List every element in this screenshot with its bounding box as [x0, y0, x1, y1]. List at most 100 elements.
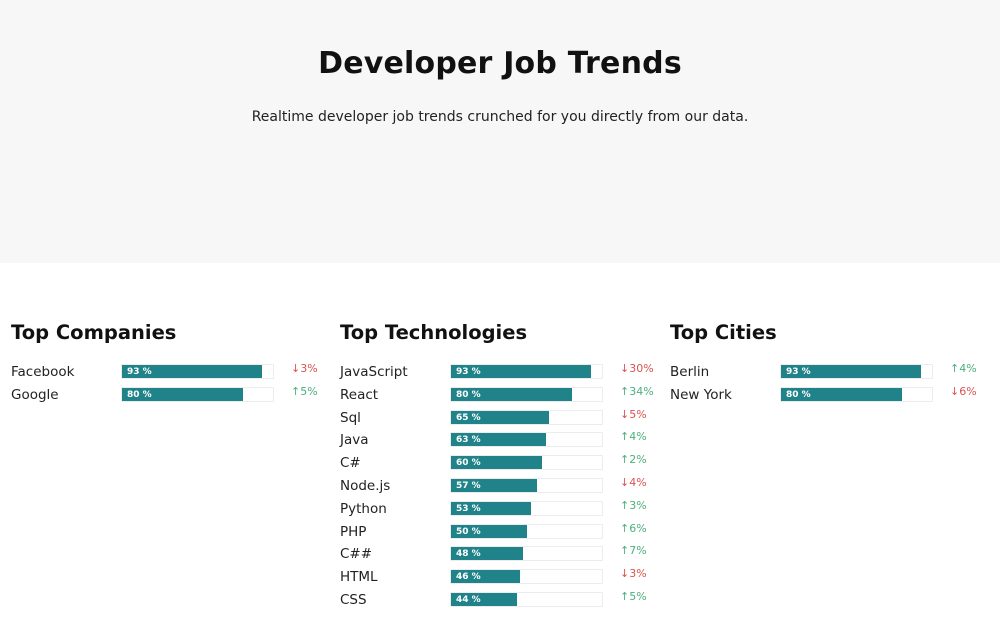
list-item: C## 48 % ↑7% [340, 544, 660, 567]
progress-label: 60 % [456, 458, 481, 469]
list-item: JavaScript 93 % ↓30% [340, 362, 660, 385]
change-value: 4% [629, 430, 647, 444]
progress-bar: 80 % [780, 386, 933, 402]
arrow-up-icon: ↑ [620, 498, 630, 512]
change-value: 7% [629, 544, 647, 558]
arrow-up-icon: ↑ [620, 589, 630, 603]
list-item: New York 80 % ↓6% [670, 385, 990, 408]
trend-change: ↑3% [620, 499, 647, 512]
section-title: Top Companies [11, 321, 177, 344]
arrow-down-icon: ↓ [620, 475, 630, 489]
progress-label: 80 % [127, 389, 152, 400]
arrow-down-icon: ↓ [620, 567, 630, 581]
technologies-list: JavaScript 93 % ↓30% React 80 % ↑34% Sql 65 % ↓5… [340, 362, 660, 613]
section-title: Top Technologies [340, 321, 528, 344]
change-value: 30% [629, 362, 654, 375]
progress-label: 63 % [456, 435, 481, 446]
change-value: 3% [300, 362, 318, 375]
list-item: Facebook 93 % ↓3% [11, 362, 331, 385]
companies-list: Facebook 93 % ↓3% Google 80 % ↑5% [11, 362, 331, 408]
change-value: 2% [629, 453, 647, 467]
progress-fill [451, 365, 592, 378]
progress-bar: 65 % [450, 409, 603, 425]
progress-fill [451, 433, 547, 447]
trend-change: ↑4% [620, 430, 647, 443]
change-value: 4% [629, 475, 647, 489]
progress-bar: 53 % [450, 500, 603, 516]
list-item: Sql 65 % ↓5% [340, 408, 660, 431]
arrow-down-icon: ↓ [291, 362, 301, 375]
list-item: C# 60 % ↑2% [340, 453, 660, 476]
change-value: 5% [629, 589, 647, 603]
arrow-up-icon: ↑ [620, 453, 630, 467]
progress-label: 93 % [786, 367, 811, 377]
list-item: Node.js 57 % ↓4% [340, 476, 660, 499]
change-value: 6% [629, 521, 647, 535]
list-item: PHP 50 % ↑6% [340, 522, 660, 545]
progress-bar: 80 % [450, 386, 603, 402]
item-name: Python [340, 500, 387, 517]
progress-bar: 44 % [450, 591, 603, 607]
progress-fill [122, 387, 243, 401]
progress-label: 50 % [456, 526, 481, 537]
list-item: React 80 % ↑34% [340, 385, 660, 408]
section-top-technologies: Top Technologies JavaScript 93 % ↓30% React… [340, 320, 660, 608]
progress-fill [451, 410, 550, 424]
trend-change: ↓4% [620, 476, 647, 489]
change-value: 6% [959, 384, 977, 398]
item-name: Google [11, 386, 59, 403]
progress-bar: 93 % [450, 364, 603, 379]
item-name: Facebook [11, 364, 75, 380]
progress-fill [451, 456, 542, 470]
trend-change: ↑6% [620, 522, 647, 535]
cities-list: Berlin 93 % ↑4% New York 80 % ↓6% [670, 362, 990, 408]
trend-change: ↑5% [620, 590, 647, 603]
trend-change: ↑5% [291, 385, 318, 398]
progress-label: 57 % [456, 480, 481, 491]
arrow-down-icon: ↓ [620, 362, 630, 375]
trend-change: ↑4% [950, 362, 977, 375]
progress-fill [781, 365, 922, 378]
section-title: Top Cities [670, 321, 777, 344]
item-name: New York [670, 386, 732, 403]
item-name: Node.js [340, 477, 391, 494]
list-item: CSS 44 % ↑5% [340, 590, 660, 613]
progress-fill [122, 365, 263, 378]
trend-change: ↓3% [291, 362, 318, 375]
progress-fill [781, 387, 902, 401]
progress-fill [451, 501, 532, 515]
progress-label: 65 % [456, 412, 481, 423]
arrow-down-icon: ↓ [950, 384, 960, 398]
trend-change: ↑7% [620, 544, 647, 557]
item-name: HTML [340, 569, 378, 586]
section-top-cities: Top Cities Berlin 93 % ↑4% New York 80 % ↓6% [670, 320, 990, 403]
trend-change: ↓3% [620, 567, 647, 580]
progress-bar: 93 % [121, 364, 274, 379]
progress-fill [451, 547, 524, 561]
trend-change: ↓30% [620, 362, 654, 375]
item-name: Sql [340, 409, 361, 426]
trend-change: ↑34% [620, 385, 654, 398]
progress-bar: 50 % [450, 523, 603, 539]
progress-fill [451, 387, 572, 401]
change-value: 3% [629, 498, 647, 512]
progress-bar: 60 % [450, 455, 603, 471]
trend-change: ↑2% [620, 453, 647, 466]
change-value: 3% [629, 567, 647, 581]
list-item: HTML 46 % ↓3% [340, 567, 660, 590]
item-name: React [340, 386, 379, 403]
item-name: Berlin [670, 364, 710, 380]
arrow-up-icon: ↑ [620, 384, 630, 398]
progress-bar: 48 % [450, 546, 603, 562]
progress-fill [451, 478, 538, 492]
arrow-up-icon: ↑ [291, 384, 301, 398]
change-value: 34% [629, 384, 654, 398]
progress-label: 80 % [786, 389, 811, 400]
trend-change: ↓6% [950, 385, 977, 398]
arrow-up-icon: ↑ [620, 430, 630, 444]
trend-change: ↓5% [620, 408, 647, 421]
list-item: Python 53 % ↑3% [340, 499, 660, 522]
progress-bar: 63 % [450, 432, 603, 448]
arrow-down-icon: ↓ [620, 407, 630, 421]
progress-label: 48 % [456, 549, 481, 560]
